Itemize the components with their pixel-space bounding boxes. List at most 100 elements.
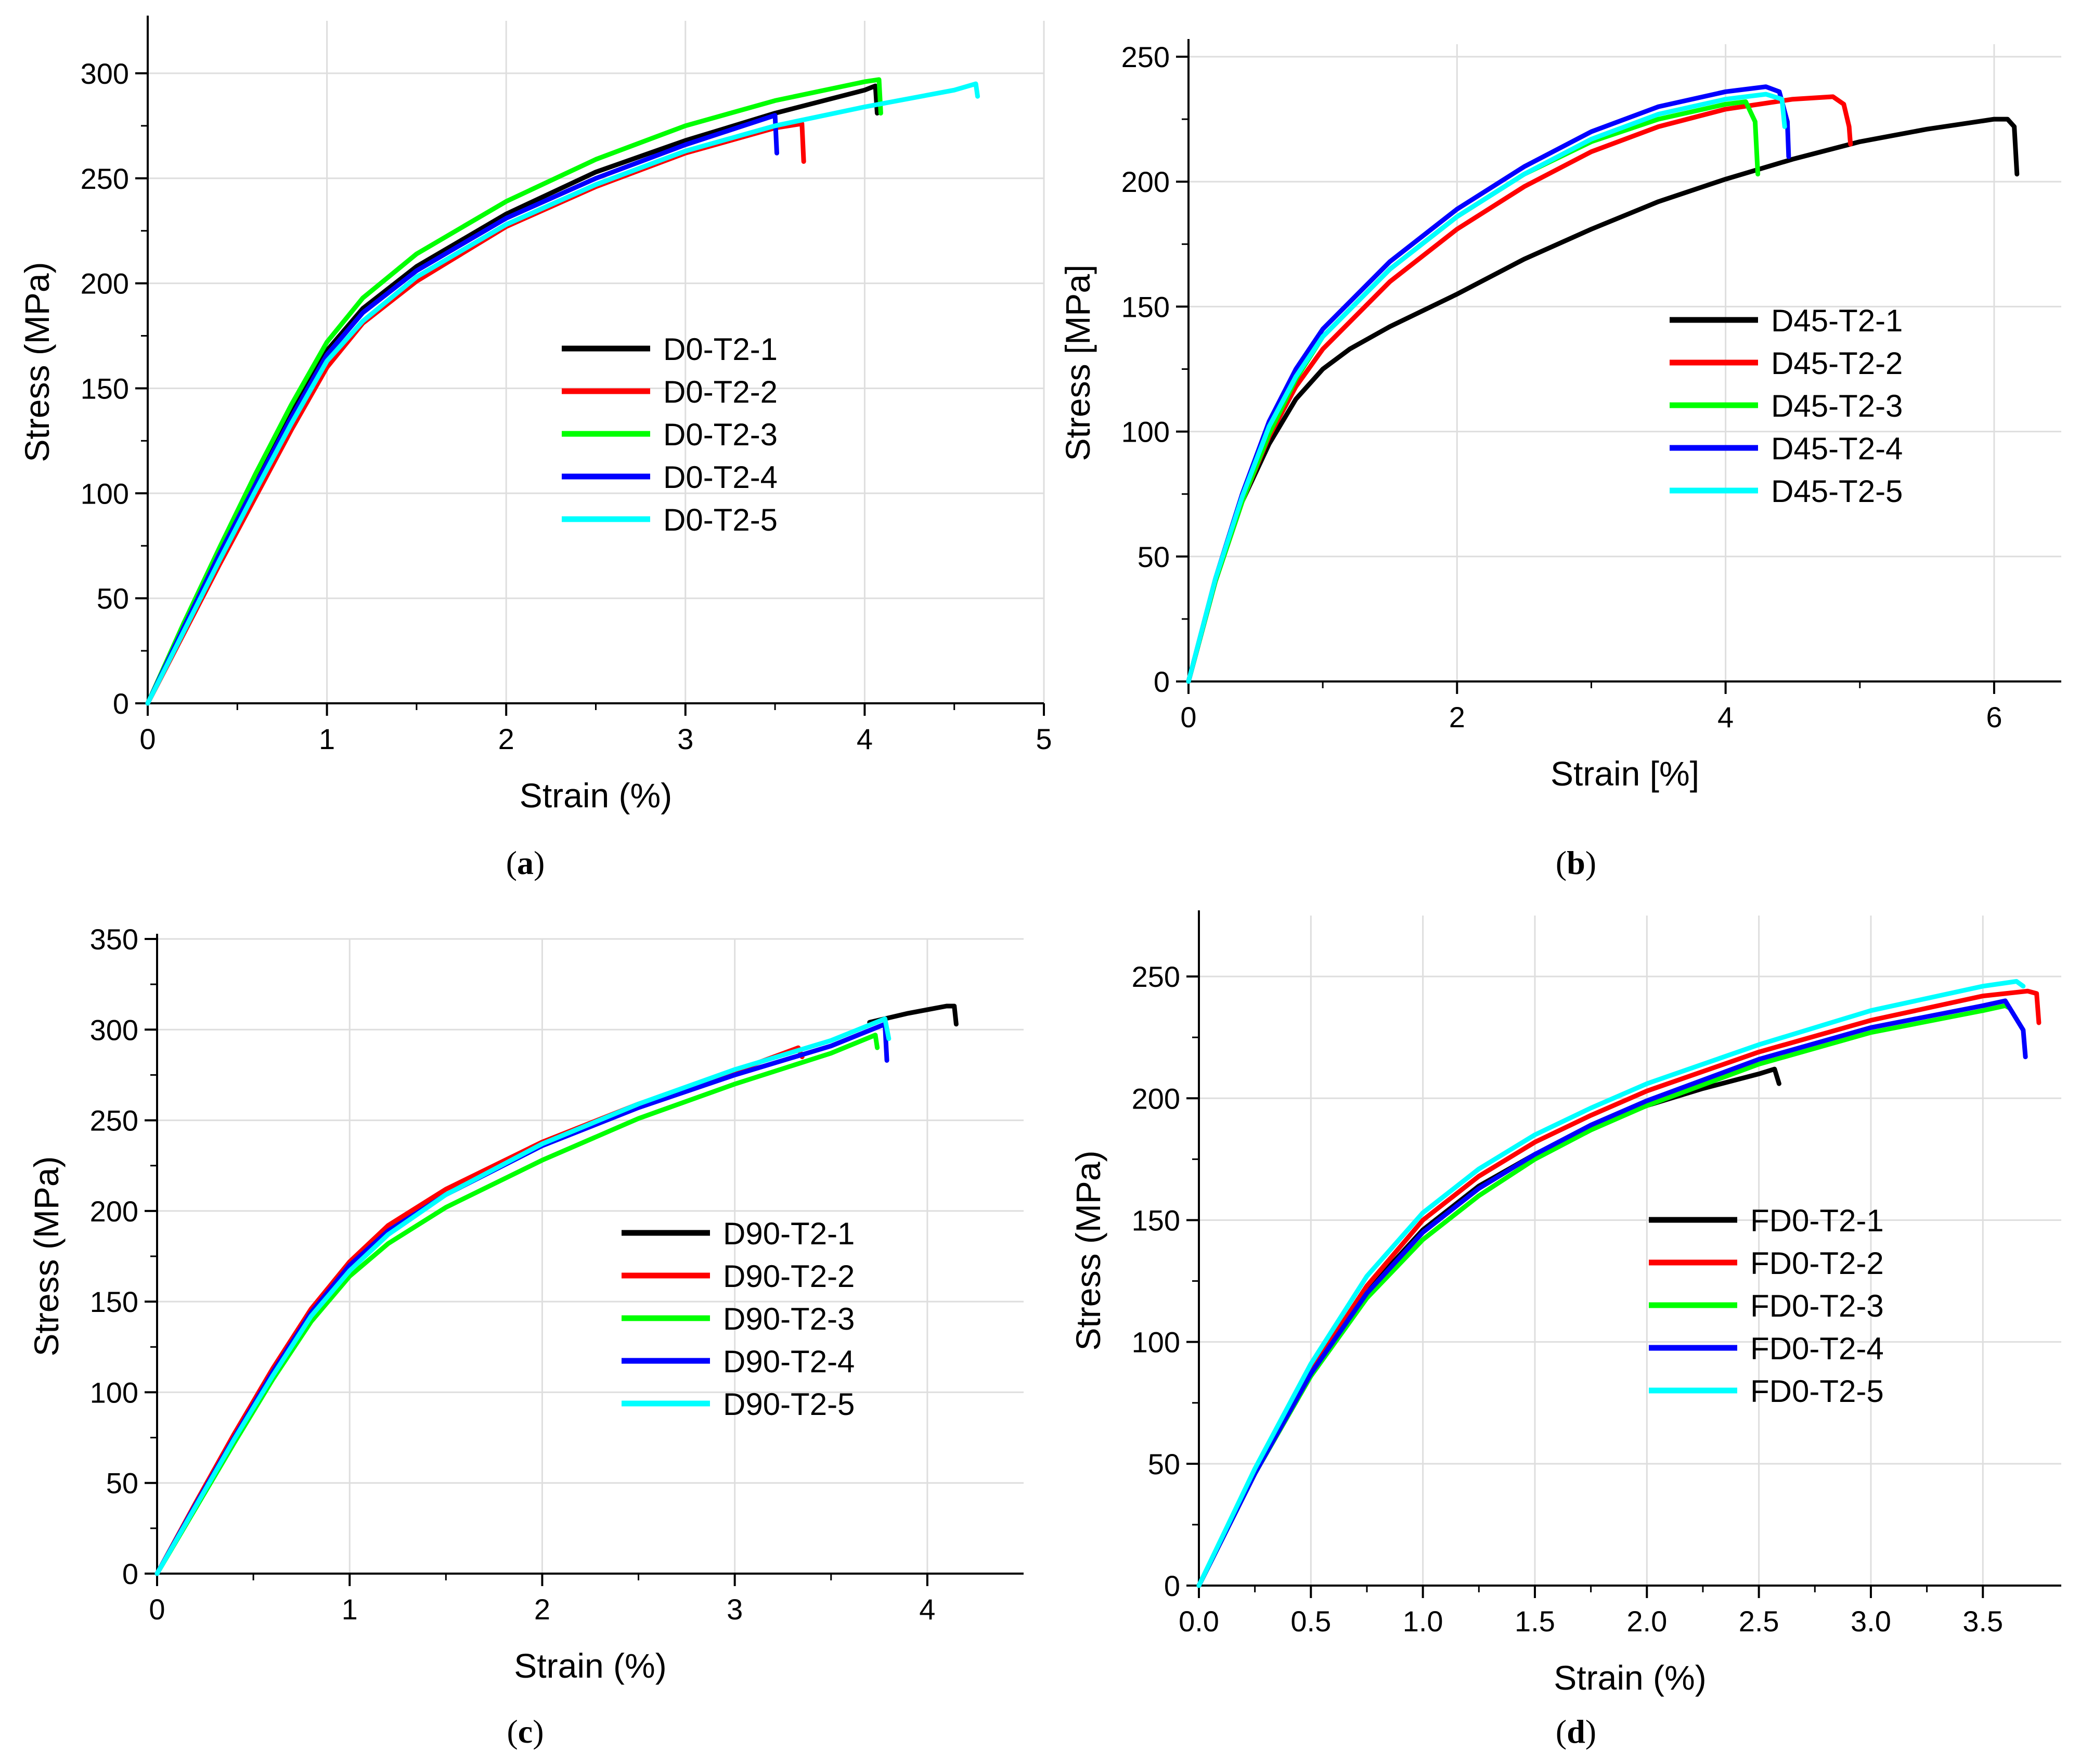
legend-label-D45-T2-3: D45-T2-3 bbox=[1771, 389, 1903, 423]
legend-label-D90-T2-4: D90-T2-4 bbox=[723, 1344, 855, 1379]
legend-label-D0-T2-1: D0-T2-1 bbox=[663, 332, 778, 367]
series-line-D45-T2-5 bbox=[1186, 92, 1787, 684]
legend: D45-T2-1 D45-T2-2 D45-T2-3 D45-T2-4 D45-T2-5 bbox=[1670, 303, 1903, 509]
x-tick-label: 2 bbox=[498, 723, 514, 755]
x-tick-label: 3.5 bbox=[1962, 1605, 2003, 1638]
y-tick-label: 0 bbox=[113, 687, 129, 720]
series-line-D90-T2-4 bbox=[154, 1022, 889, 1576]
x-tick-label: 0 bbox=[1180, 701, 1196, 733]
gridlines bbox=[1188, 44, 2061, 681]
panel-label: (c) bbox=[507, 1713, 544, 1750]
y-tick-label: 150 bbox=[1121, 290, 1170, 323]
series-line-D45-T2-4 bbox=[1186, 84, 1791, 684]
legend-label-D45-T2-5: D45-T2-5 bbox=[1771, 474, 1903, 509]
x-tick-label: 1.0 bbox=[1403, 1605, 1443, 1638]
y-tick-label: 150 bbox=[1132, 1204, 1180, 1237]
y-tick-label: 50 bbox=[106, 1467, 138, 1500]
y-tick-label: 200 bbox=[1121, 165, 1170, 198]
y-tick-label: 300 bbox=[90, 1013, 138, 1046]
legend-label-D90-T2-3: D90-T2-3 bbox=[723, 1302, 855, 1336]
x-tick-label: 0 bbox=[149, 1593, 165, 1626]
y-tick-label: 150 bbox=[90, 1285, 138, 1318]
panel-c-chart: 0 1 2 3 4 0 50 100 150 200 250 300 350 Strain (%) Stre… bbox=[27, 923, 1024, 1750]
x-tick-label: 4 bbox=[857, 723, 873, 755]
series-lines bbox=[145, 77, 980, 706]
y-tick-label: 350 bbox=[90, 923, 138, 956]
y-axis-title: Stress (MPa) bbox=[18, 262, 56, 462]
x-tick-label: 4 bbox=[1717, 701, 1734, 733]
x-tick-label: 6 bbox=[1986, 701, 2002, 733]
series-line-D0-T2-5 bbox=[145, 81, 980, 706]
y-tick-label: 150 bbox=[81, 372, 129, 405]
y-axis-title: Stress [MPa] bbox=[1058, 265, 1097, 461]
x-tick-label: 2.0 bbox=[1626, 1605, 1667, 1638]
series-lines bbox=[154, 1003, 959, 1576]
legend-label-FD0-T2-3: FD0-T2-3 bbox=[1750, 1289, 1884, 1323]
series-line-D45-T2-3 bbox=[1186, 99, 1761, 684]
legend-label-D90-T2-2: D90-T2-2 bbox=[723, 1259, 855, 1294]
panel-label: (b) bbox=[1556, 844, 1596, 881]
legend-label-FD0-T2-2: FD0-T2-2 bbox=[1750, 1246, 1884, 1281]
legend-label-D0-T2-2: D0-T2-2 bbox=[663, 375, 778, 409]
series-line-FD0-T2-1 bbox=[1196, 1066, 1781, 1588]
series-line-FD0-T2-2 bbox=[1196, 988, 2042, 1588]
legend-label-D45-T2-2: D45-T2-2 bbox=[1771, 346, 1903, 381]
y-tick-label: 50 bbox=[97, 582, 129, 615]
legend-label-D90-T2-5: D90-T2-5 bbox=[723, 1387, 855, 1422]
x-axis-title: Strain (%) bbox=[520, 776, 672, 815]
series-line-D90-T2-5 bbox=[154, 1016, 892, 1576]
y-tick-label: 200 bbox=[90, 1195, 138, 1228]
y-tick-label: 50 bbox=[1148, 1448, 1180, 1480]
y-tick-label: 100 bbox=[90, 1376, 138, 1409]
y-tick-label: 250 bbox=[81, 162, 129, 195]
legend-label-FD0-T2-1: FD0-T2-1 bbox=[1750, 1203, 1884, 1238]
y-tick-label: 250 bbox=[1132, 960, 1180, 993]
x-tick-label: 1 bbox=[319, 723, 335, 755]
x-tick-label: 2 bbox=[1449, 701, 1465, 733]
series-line-D45-T2-1 bbox=[1186, 117, 2020, 684]
series-line-D0-T2-3 bbox=[145, 77, 883, 706]
panel-d-chart: 0.0 0.5 1.0 1.5 2.0 2.5 3.0 3.5 0 50 100 150 200 250 S… bbox=[1069, 910, 2061, 1750]
series-lines bbox=[1186, 84, 2020, 684]
series-line-D0-T2-2 bbox=[145, 121, 806, 706]
legend: D90-T2-1 D90-T2-2 D90-T2-3 D90-T2-4 D90-T2-5 bbox=[622, 1216, 855, 1422]
legend-label-D45-T2-4: D45-T2-4 bbox=[1771, 431, 1903, 466]
panel-label: (d) bbox=[1556, 1713, 1596, 1750]
legend-label-D0-T2-5: D0-T2-5 bbox=[663, 503, 778, 537]
gridlines bbox=[157, 938, 1024, 1574]
y-tick-label: 50 bbox=[1138, 540, 1170, 573]
x-tick-label: 0 bbox=[139, 723, 156, 755]
x-tick-label: 5 bbox=[1036, 723, 1052, 755]
y-tick-label: 0 bbox=[1164, 1569, 1180, 1602]
legend-label-D45-T2-1: D45-T2-1 bbox=[1771, 303, 1903, 338]
x-tick-label: 1 bbox=[342, 1593, 358, 1626]
y-tick-label: 300 bbox=[81, 57, 129, 90]
x-tick-label: 2.5 bbox=[1739, 1605, 1779, 1638]
legend-label-D90-T2-1: D90-T2-1 bbox=[723, 1216, 855, 1251]
legend-label-D0-T2-4: D0-T2-4 bbox=[663, 460, 778, 495]
legend-label-D0-T2-3: D0-T2-3 bbox=[663, 417, 778, 452]
series-line-FD0-T2-3 bbox=[1196, 1003, 2012, 1588]
y-tick-label: 200 bbox=[81, 267, 129, 300]
panel-label: (a) bbox=[506, 844, 545, 881]
panel-b-chart: 0 2 4 6 0 50 100 150 200 250 Strain [%] Stress [MPa… bbox=[1058, 39, 2061, 881]
y-tick-label: 100 bbox=[1132, 1326, 1180, 1359]
legend-label-FD0-T2-5: FD0-T2-5 bbox=[1750, 1374, 1884, 1409]
series-line-D90-T2-1 bbox=[867, 1003, 959, 1027]
x-tick-label: 3 bbox=[677, 723, 693, 755]
y-tick-label: 0 bbox=[122, 1557, 138, 1590]
gridlines bbox=[148, 21, 1045, 703]
legend-label-FD0-T2-4: FD0-T2-4 bbox=[1750, 1331, 1884, 1366]
series-line-FD0-T2-4 bbox=[1196, 998, 2028, 1588]
y-tick-label: 0 bbox=[1154, 665, 1170, 698]
y-axis-title: Stress (MPa) bbox=[27, 1156, 66, 1356]
x-axis-title: Strain (%) bbox=[514, 1646, 666, 1685]
series-line-D90-T2-2 bbox=[154, 1045, 805, 1576]
y-tick-label: 250 bbox=[1121, 41, 1170, 73]
y-axis-title: Stress (MPa) bbox=[1069, 1150, 1107, 1350]
x-axis-title: Strain [%] bbox=[1551, 754, 1699, 793]
x-tick-label: 2 bbox=[534, 1593, 550, 1626]
legend: D0-T2-1 D0-T2-2 D0-T2-3 D0-T2-4 D0-T2-5 bbox=[562, 332, 778, 537]
